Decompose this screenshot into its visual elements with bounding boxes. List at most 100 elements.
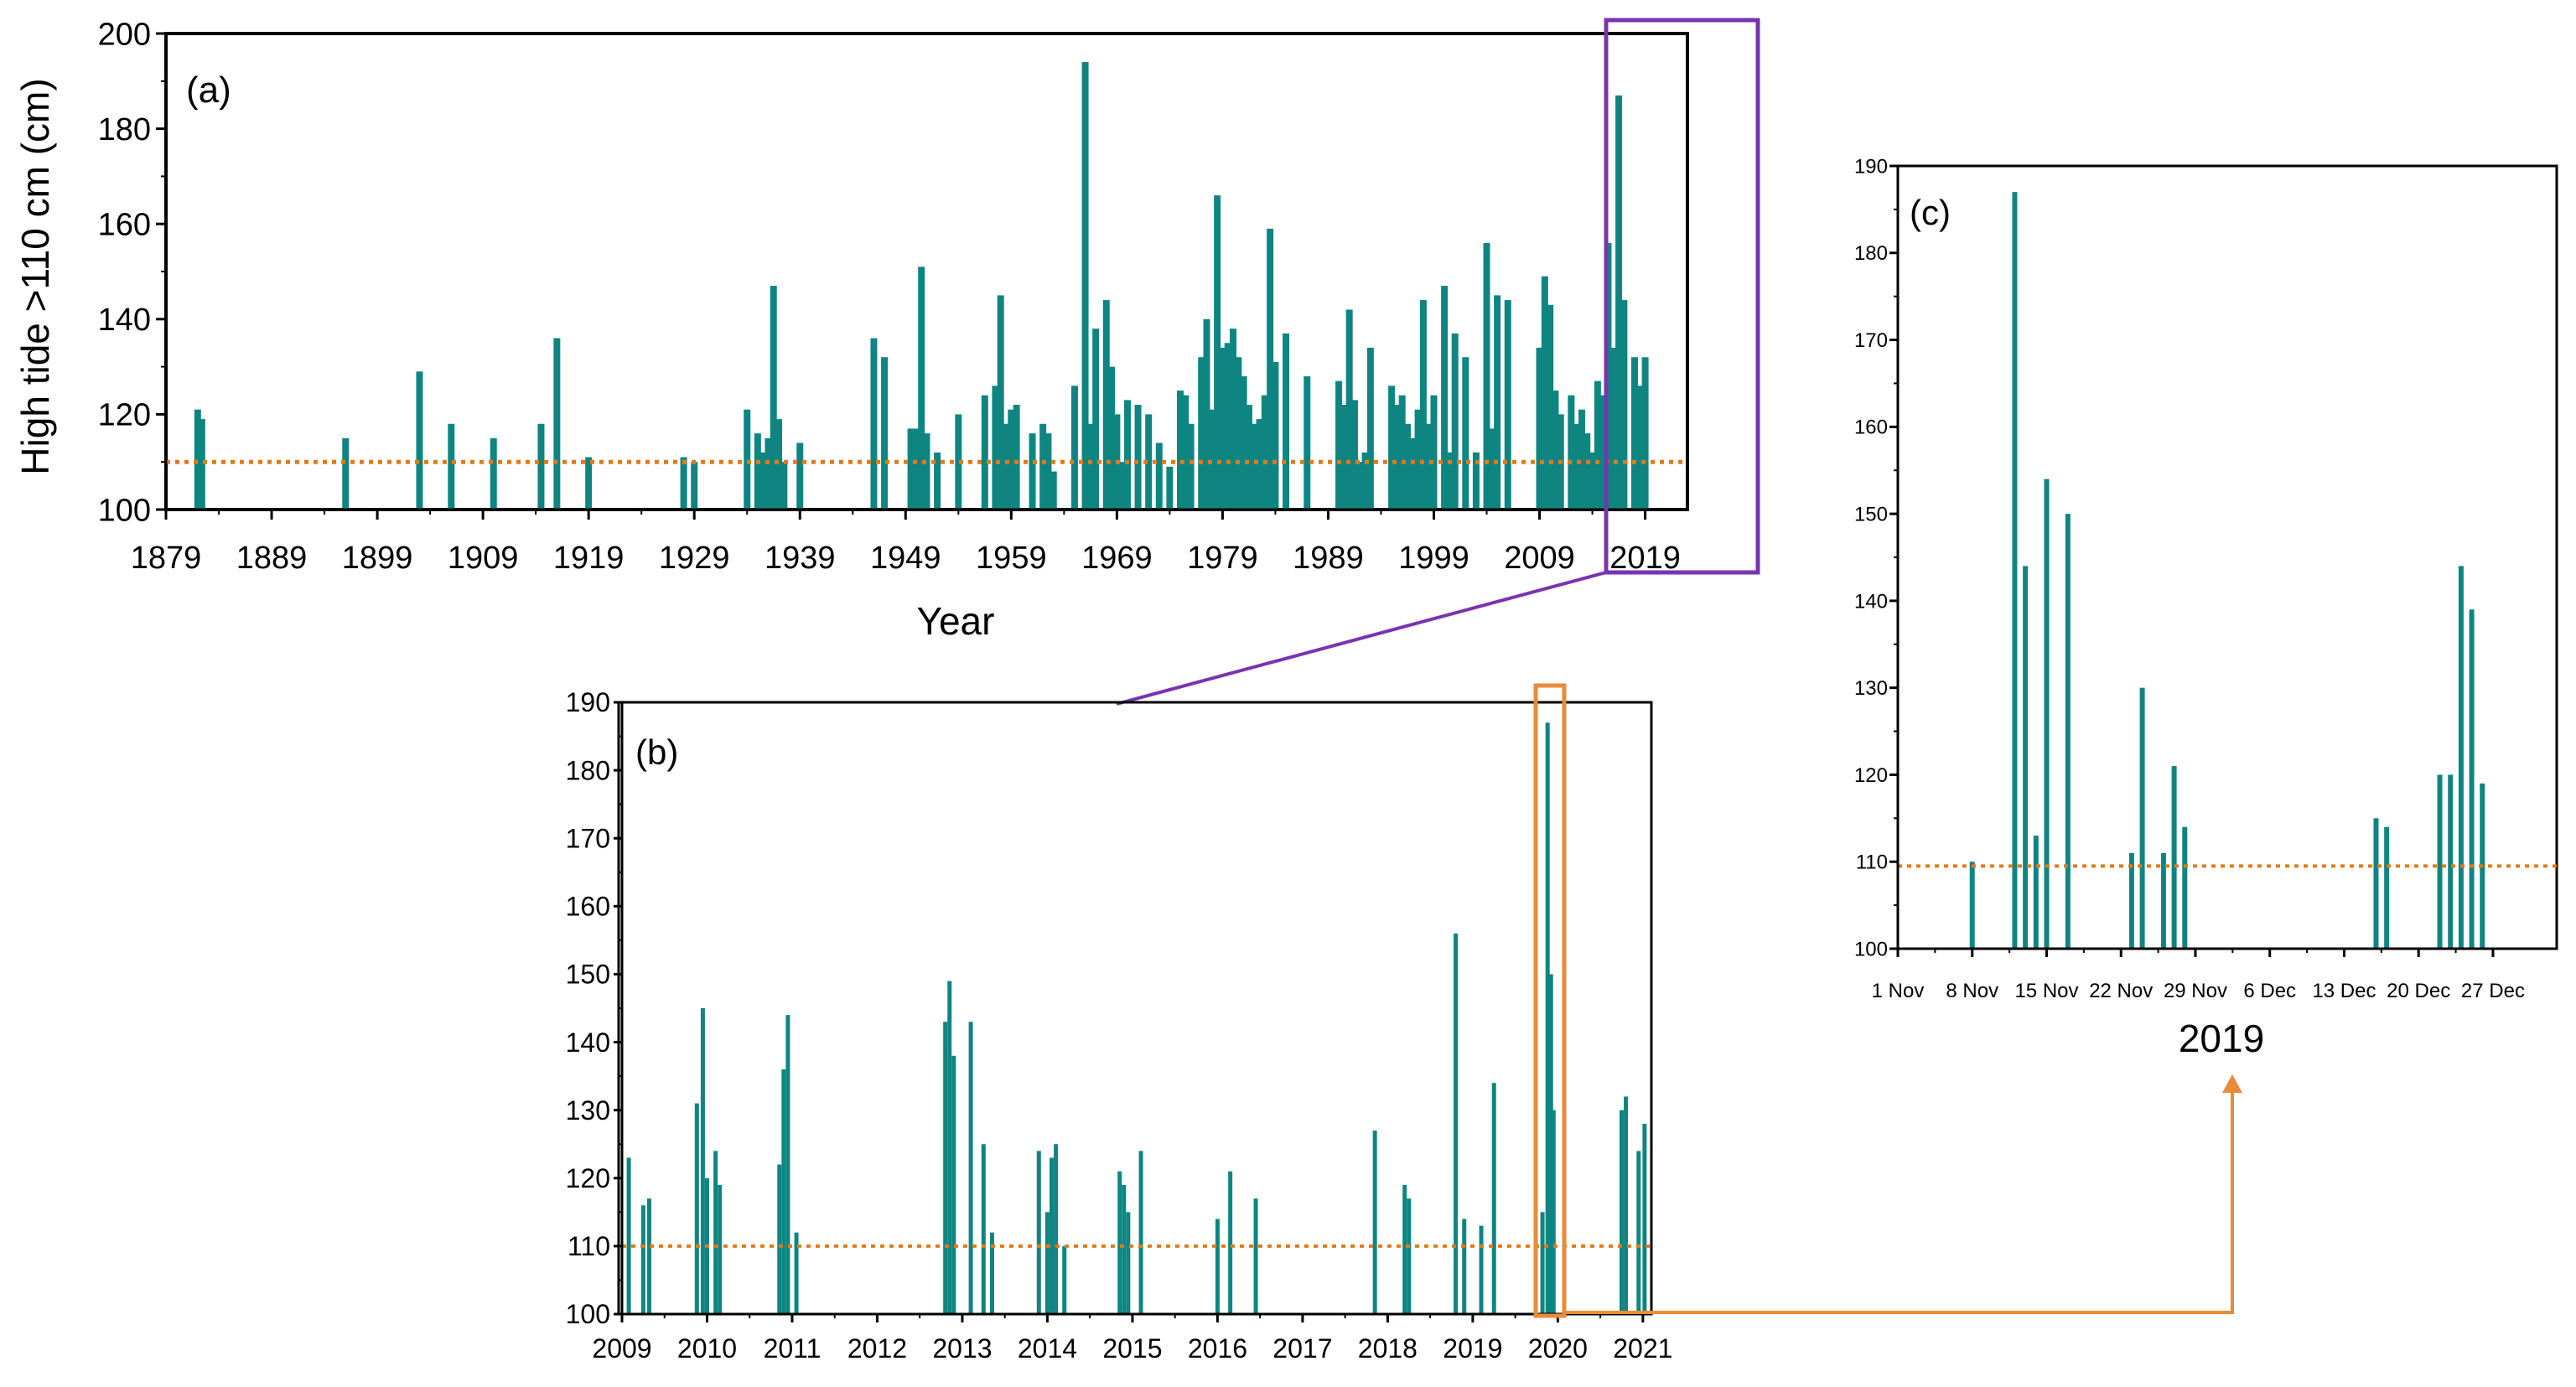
c-y-tick-label: 170	[1854, 329, 1888, 352]
a-bar	[680, 457, 687, 510]
b-x-tick-label: 2018	[1358, 1333, 1418, 1364]
b-bar	[1062, 1245, 1067, 1314]
a-bar	[1366, 347, 1374, 510]
a-bar	[744, 409, 751, 510]
c-bar	[2065, 514, 2071, 949]
a-x-tick-label: 1969	[1081, 541, 1153, 576]
a-bar	[1118, 462, 1126, 510]
arrow-head	[2222, 1074, 2242, 1093]
a-bar	[1494, 295, 1501, 510]
a-bar	[1187, 423, 1195, 510]
a-bar	[1609, 347, 1617, 510]
panel-b-frame	[617, 701, 1653, 1316]
b-bar	[1044, 1212, 1050, 1314]
a-bar	[1361, 452, 1369, 510]
a-bar	[1108, 366, 1116, 510]
a-bar	[1081, 62, 1089, 510]
panel-c-y-ticks: 100 110 120 130 140 150 160 170 180 190	[1854, 155, 1900, 960]
a-bar	[981, 395, 988, 510]
a-bar	[1208, 409, 1215, 510]
a-bar	[1504, 300, 1511, 510]
a-x-tick-label: 1889	[236, 541, 308, 576]
panel-a-x-axis-title: Year	[917, 599, 995, 643]
b-bar	[1462, 1219, 1467, 1314]
a-bar	[1283, 333, 1290, 510]
panel-c: 100 110 120 130 140 150 160 170 180 190 1 Nov 8 No…	[1854, 155, 2558, 1060]
a-bar	[1451, 333, 1459, 510]
a-bar	[1235, 357, 1242, 510]
c-bar	[2182, 826, 2188, 949]
b-x-tick-label: 2016	[1188, 1333, 1247, 1364]
c-y-tick-label: 140	[1854, 590, 1888, 613]
a-bar	[1483, 242, 1490, 510]
b-x-tick-label: 2021	[1613, 1333, 1672, 1364]
a-bar	[1589, 452, 1596, 510]
a-bar	[1070, 386, 1078, 510]
a-bar	[1261, 395, 1268, 510]
c-y-tick-label: 160	[1854, 417, 1888, 439]
connector-a-to-b	[1116, 571, 1607, 706]
a-x-tick-label: 1979	[1187, 541, 1258, 576]
a-bar	[1240, 375, 1247, 510]
a-bar	[796, 442, 804, 510]
b-x-tick-label: 2014	[1018, 1333, 1077, 1364]
c-x-tick-label: 20 Dec	[2387, 980, 2450, 1002]
b-bar	[1624, 1096, 1629, 1314]
a-bar	[1102, 300, 1110, 510]
c-y-tick-label: 180	[1854, 242, 1888, 265]
a-bar	[1350, 400, 1358, 510]
a-y-tick-label: 120	[98, 398, 151, 433]
panel-c-bars	[1969, 192, 2485, 950]
b-bar	[694, 1103, 699, 1314]
b-x-tick-label: 2011	[764, 1333, 822, 1364]
a-bar	[1013, 405, 1020, 510]
panel-a-y-ticks: 100 120 140 160 180 200	[98, 17, 168, 528]
panel-c-label: (c)	[1910, 193, 1951, 232]
a-bar	[1086, 423, 1094, 510]
a-y-tick-label: 180	[98, 112, 151, 147]
a-bar	[1472, 452, 1480, 510]
b-bar	[1228, 1171, 1233, 1314]
c-y-tick-label: 190	[1854, 155, 1888, 178]
a-bar	[912, 428, 920, 510]
c-bar	[2044, 479, 2050, 949]
a-bar	[1425, 423, 1433, 510]
a-bar	[992, 386, 999, 510]
panel-a-y-axis-title: High tide >110 cm (cm)	[13, 78, 57, 474]
a-bar	[765, 437, 772, 510]
b-y-tick-label: 180	[566, 755, 610, 785]
b-y-tick-label: 130	[566, 1095, 610, 1126]
a-bar	[1388, 386, 1396, 510]
a-bar	[1304, 375, 1311, 510]
a-bar	[1620, 300, 1628, 510]
a-bar	[955, 414, 962, 510]
a-bar	[585, 457, 593, 510]
a-bar	[1599, 395, 1607, 510]
a-bar	[1441, 286, 1449, 510]
c-x-tick-label: 8 Nov	[1946, 980, 1998, 1002]
a-bar	[1203, 318, 1210, 510]
c-x-tick-label: 13 Dec	[2312, 980, 2376, 1002]
b-bar	[1454, 933, 1459, 1314]
a-bar	[1155, 442, 1163, 510]
b-bar	[1122, 1184, 1127, 1314]
b-bar	[981, 1144, 986, 1314]
a-bar	[918, 267, 925, 510]
a-bar	[754, 433, 761, 510]
a-x-tick-label: 2019	[1609, 541, 1681, 576]
a-x-tick-label: 1939	[765, 541, 836, 576]
a-bar	[1536, 347, 1543, 510]
a-x-tick-label: 1959	[976, 541, 1047, 576]
a-bar	[770, 286, 777, 510]
b-bar	[781, 1069, 786, 1314]
a-x-tick-label: 1919	[553, 541, 625, 576]
a-y-tick-label: 100	[98, 493, 151, 528]
a-bar	[1356, 462, 1364, 510]
a-bar	[1398, 395, 1406, 510]
b-x-tick-label: 2015	[1102, 1333, 1162, 1364]
c-bar	[2384, 826, 2390, 949]
c-bar	[2171, 766, 2177, 949]
a-bar	[1008, 409, 1015, 510]
b-bar	[794, 1232, 799, 1314]
a-bar	[1166, 466, 1174, 510]
